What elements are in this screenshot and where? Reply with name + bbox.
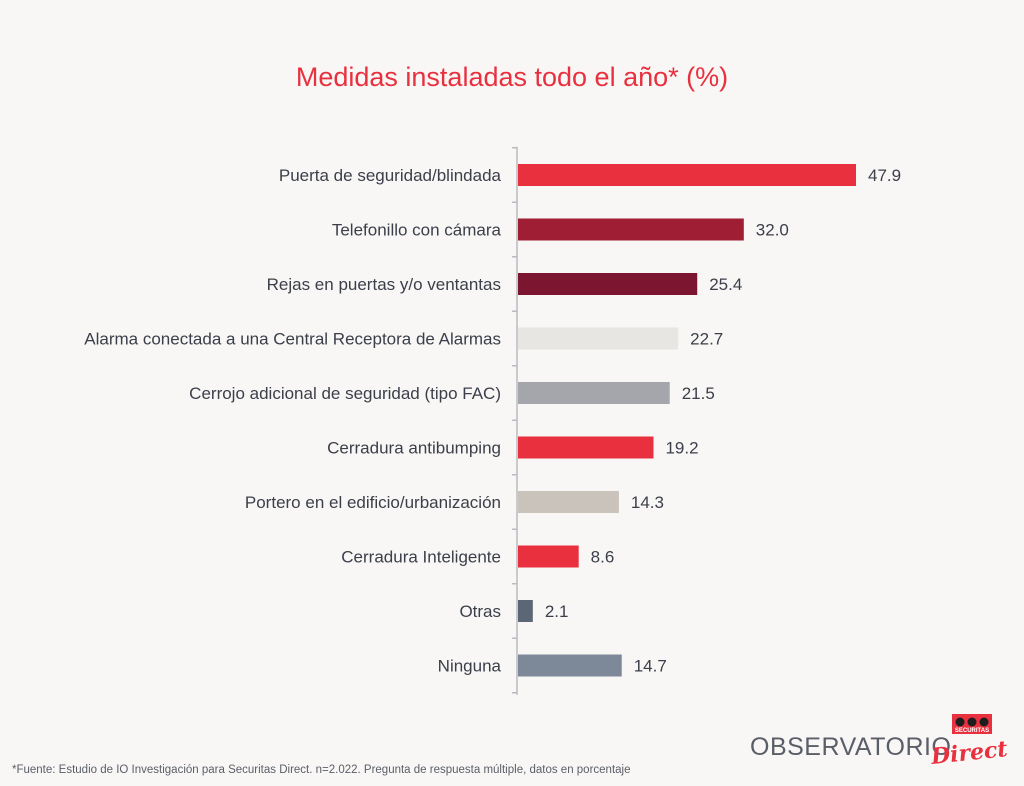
value-label: 32.0 xyxy=(756,221,789,240)
category-label: Ninguna xyxy=(438,657,502,676)
category-label: Puerta de seguridad/blindada xyxy=(279,166,502,185)
value-label: 25.4 xyxy=(709,275,742,294)
brand-observatorio: OBSERVATORIO xyxy=(750,733,952,761)
y-axis-ticks xyxy=(512,147,517,694)
value-label: 14.3 xyxy=(631,493,664,512)
bar xyxy=(518,491,619,513)
bar xyxy=(518,327,679,350)
value-label: 2.1 xyxy=(545,602,569,621)
value-labels: 47.9 32.0 25.4 22.7 21.5 19.2 14.3 8.6 2.1 14.7 xyxy=(545,166,901,676)
category-label: Rejas en puertas y/o ventantas xyxy=(267,275,501,294)
category-label: Otras xyxy=(459,602,501,621)
category-label: Cerradura Inteligente xyxy=(341,548,501,567)
bar xyxy=(518,600,533,622)
bar xyxy=(518,164,856,186)
value-label: 21.5 xyxy=(682,384,715,403)
value-label: 14.7 xyxy=(634,657,667,676)
value-label: 47.9 xyxy=(868,166,901,185)
category-labels: Puerta de seguridad/blindada Telefonillo … xyxy=(84,166,501,676)
value-label: 19.2 xyxy=(665,439,698,458)
chart-title: Medidas instaladas todo el año* (%) xyxy=(295,62,729,92)
logo-top-text: SECURITAS xyxy=(955,728,989,734)
category-label: Alarma conectada a una Central Receptora… xyxy=(84,330,501,349)
bar xyxy=(518,545,579,568)
category-label: Portero en el edificio/urbanización xyxy=(245,493,501,512)
value-label: 22.7 xyxy=(690,330,723,349)
bar xyxy=(518,382,670,404)
bar xyxy=(518,273,698,295)
bars xyxy=(518,164,856,677)
bar xyxy=(518,654,622,677)
category-label: Telefonillo con cámara xyxy=(332,221,502,240)
source-footnote: *Fuente: Estudio de IO Investigación par… xyxy=(12,764,631,776)
category-label: Cerradura antibumping xyxy=(327,439,501,458)
value-label: 8.6 xyxy=(591,548,615,567)
bar-chart: Puerta de seguridad/blindada Telefonillo … xyxy=(84,146,901,695)
bar xyxy=(518,436,654,459)
category-label: Cerrojo adicional de seguridad (tipo FAC… xyxy=(189,384,501,403)
bar xyxy=(518,218,744,241)
securitas-direct-logo: SECURITAS Direct xyxy=(929,714,1009,770)
logo-script-text: Direct xyxy=(929,736,1009,770)
